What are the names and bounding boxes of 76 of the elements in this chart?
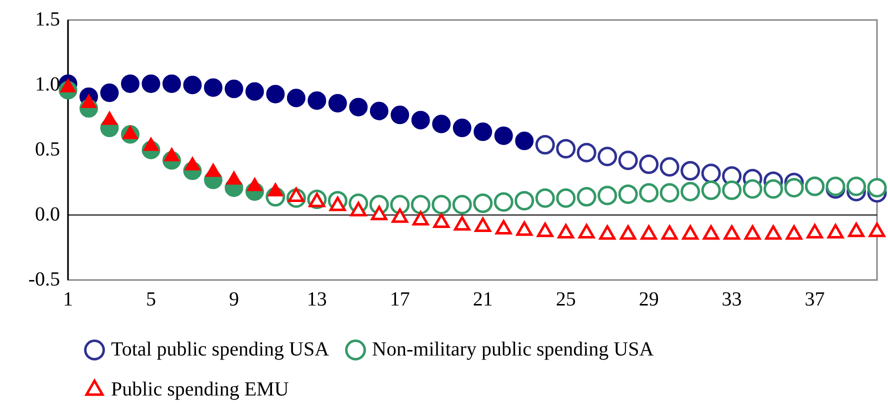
point xyxy=(266,84,285,104)
point xyxy=(846,176,866,196)
legend-label: Public spending EMU xyxy=(111,378,290,400)
point xyxy=(618,184,638,204)
point xyxy=(868,222,886,238)
point xyxy=(494,126,513,145)
y-tick-label: 1.5 xyxy=(35,8,60,30)
point xyxy=(452,194,472,214)
point xyxy=(452,118,472,138)
point xyxy=(556,188,576,208)
x-tick-label: 1 xyxy=(63,288,73,310)
point xyxy=(598,146,618,166)
x-tick-label: 21 xyxy=(472,288,493,310)
point xyxy=(204,78,222,97)
x-tick-label: 25 xyxy=(556,288,576,310)
point xyxy=(742,179,762,199)
point xyxy=(142,74,160,93)
point xyxy=(245,82,264,101)
point xyxy=(764,179,784,199)
point xyxy=(576,187,596,207)
point xyxy=(701,180,721,200)
point xyxy=(224,80,244,98)
x-tick-label: 9 xyxy=(228,288,239,310)
point xyxy=(867,178,887,198)
point xyxy=(784,178,804,198)
point xyxy=(286,88,306,108)
legend-label: Non-military public spending USA xyxy=(372,338,654,360)
point xyxy=(722,180,742,200)
point xyxy=(454,216,470,231)
point xyxy=(390,106,410,124)
x-tick-label: 13 xyxy=(306,288,327,310)
point xyxy=(349,98,368,116)
point xyxy=(162,74,181,93)
point xyxy=(474,122,492,142)
point xyxy=(680,161,700,181)
point xyxy=(618,150,638,170)
point xyxy=(536,222,554,238)
point xyxy=(100,84,119,102)
y-tick-label: 1.0 xyxy=(35,73,60,96)
point xyxy=(680,182,700,202)
point xyxy=(432,194,452,214)
point xyxy=(495,220,512,235)
x-tick-label: 29 xyxy=(638,288,659,310)
legend-label: Total public spending USA xyxy=(111,338,330,360)
point xyxy=(660,157,680,177)
point xyxy=(701,164,721,184)
x-tick-label: 5 xyxy=(146,288,156,310)
point xyxy=(576,142,596,162)
point xyxy=(328,94,347,112)
point xyxy=(494,192,514,212)
x-tick-label: 37 xyxy=(804,288,825,310)
point xyxy=(432,114,451,134)
point xyxy=(535,135,555,155)
point xyxy=(514,190,534,210)
point xyxy=(433,214,450,228)
point xyxy=(556,138,576,158)
point xyxy=(515,132,534,150)
point xyxy=(308,91,326,110)
point xyxy=(660,183,680,203)
point xyxy=(848,222,864,238)
x-tick-label: 33 xyxy=(722,288,742,310)
point xyxy=(370,102,388,120)
point xyxy=(411,110,430,130)
point xyxy=(639,183,659,203)
point xyxy=(598,186,618,206)
point xyxy=(535,188,555,208)
point xyxy=(473,194,493,214)
y-tick-label: -0.5 xyxy=(28,268,60,290)
x-tick-label: 17 xyxy=(390,288,410,310)
point xyxy=(390,194,410,214)
y-tick-label: 0.0 xyxy=(35,203,60,226)
point xyxy=(183,76,202,94)
point xyxy=(410,194,430,214)
y-tick-label: 0.5 xyxy=(35,138,60,160)
point xyxy=(120,74,140,93)
point xyxy=(639,154,659,174)
